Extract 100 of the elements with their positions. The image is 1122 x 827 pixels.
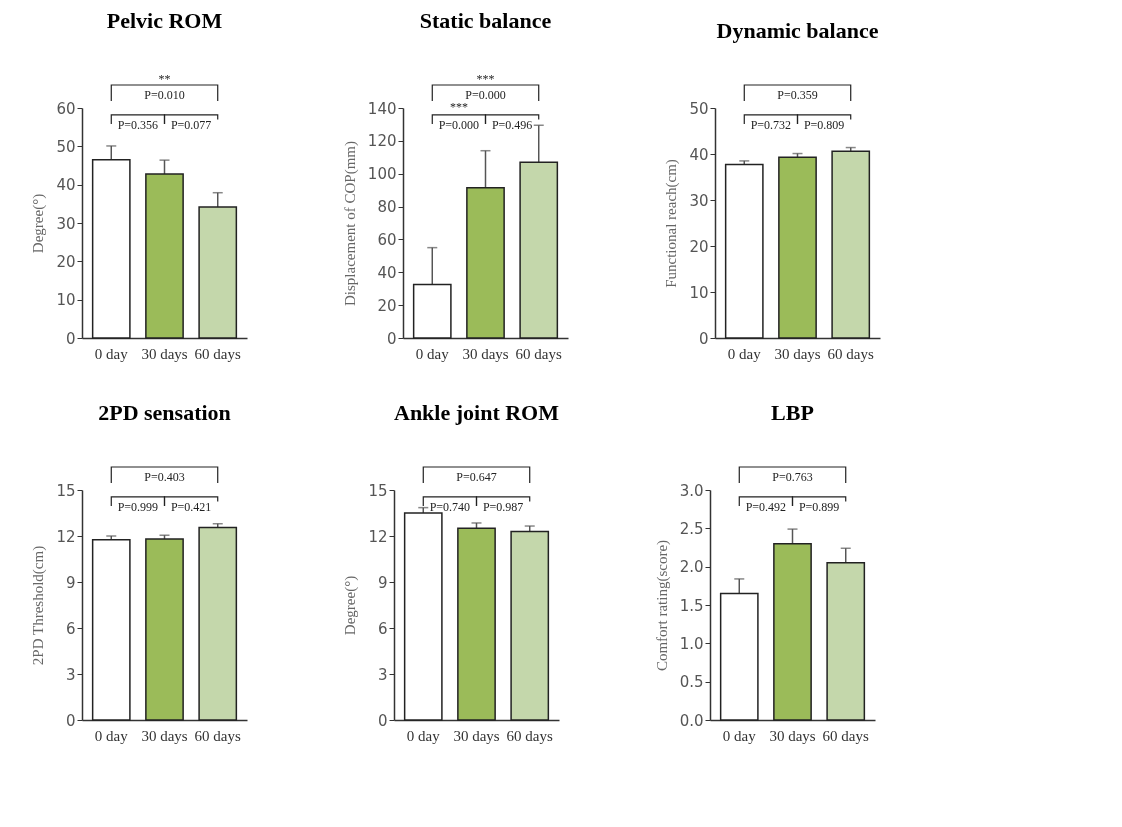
annotation: P=0.492 <box>745 500 787 515</box>
y-tick-label: 3 <box>65 665 76 684</box>
y-axis-title: 2PD Threshold(cm) <box>30 545 48 666</box>
text: P=0.010 <box>144 88 185 103</box>
x-tick-label: 60 days <box>827 345 875 362</box>
x-tick-label: 0 day <box>94 345 129 362</box>
y-tick-label: 60 <box>56 99 76 118</box>
x-tick-label: 0 day <box>94 727 129 744</box>
y-tick-label: 30 <box>689 191 709 210</box>
x-tick-label: 60 days <box>822 727 870 744</box>
y-tick-label: 3 <box>377 665 388 684</box>
y-tick-label: 40 <box>689 145 709 164</box>
text: ** <box>158 72 171 87</box>
y-tick-label: 2.5 <box>679 519 704 538</box>
x-tick-label: 30 days <box>141 727 188 744</box>
y-tick-label: 9 <box>65 573 76 592</box>
x-tick-label: 0 day <box>722 727 757 744</box>
x-tick-label: 0 day <box>415 345 450 362</box>
bar <box>412 283 452 339</box>
bar <box>826 562 866 721</box>
y-tick-label: 15 <box>368 481 388 500</box>
y-axis-title: Displacement of COP(mm) <box>341 141 359 306</box>
annotation: P=0.421 <box>170 500 212 515</box>
x-tick-label: 30 days <box>141 345 188 362</box>
annotation: P=0.999 <box>117 500 159 515</box>
text: P=0.763 <box>772 470 813 485</box>
x-tick-label: 30 days <box>462 345 509 362</box>
y-tick-label: 50 <box>56 137 76 156</box>
chart-title: Ankle joint ROM <box>394 399 560 425</box>
y-tick-label: 140 <box>367 99 397 118</box>
y-tick-label: 60 <box>377 230 397 249</box>
y-tick-label: 20 <box>56 252 76 271</box>
y-tick-label: 0 <box>386 329 397 348</box>
y-axis-title: Degree(°) <box>30 193 48 254</box>
text: P=0.647 <box>456 470 497 485</box>
chart-title: Pelvic ROM <box>106 8 223 34</box>
x-tick-label: 30 days <box>774 345 821 362</box>
y-tick-label: 40 <box>377 263 397 282</box>
y-tick-label: 1.5 <box>679 596 704 615</box>
y-tick-label: 12 <box>56 527 76 546</box>
x-tick-label: 30 days <box>453 727 500 744</box>
x-tick-label: 0 day <box>406 727 441 744</box>
y-axis-title: Functional reach(cm) <box>663 159 681 288</box>
annotation: P=0.356 <box>117 118 159 133</box>
bar <box>519 161 559 339</box>
annotation: P=0.077 <box>170 118 212 133</box>
y-tick-label: 100 <box>367 165 397 184</box>
x-tick-label: 30 days <box>769 727 816 744</box>
y-tick-label: 0 <box>698 329 709 348</box>
x-tick-label: 60 days <box>506 727 554 744</box>
y-tick-label: 20 <box>377 296 397 315</box>
text: P=0.359 <box>777 88 818 103</box>
y-tick-label: 0 <box>65 329 76 348</box>
y-tick-label: 12 <box>368 527 388 546</box>
x-tick-label: 60 days <box>194 727 242 744</box>
annotation: P=0.496 <box>491 118 533 133</box>
y-tick-label: 80 <box>377 198 397 217</box>
y-tick-label: 40 <box>56 176 76 195</box>
x-tick-label: 60 days <box>515 345 563 362</box>
chart-title: Static balance <box>419 8 552 34</box>
y-tick-label: 15 <box>56 481 76 500</box>
annotation: P=0.000 <box>438 118 480 133</box>
text: P=0.403 <box>144 470 185 485</box>
y-tick-label: 50 <box>689 99 709 118</box>
y-tick-label: 1.0 <box>679 634 704 653</box>
y-tick-label: 20 <box>689 237 709 256</box>
y-tick-label: 3.0 <box>679 481 704 500</box>
annotation: P=0.732 <box>750 118 792 133</box>
text: *** <box>476 72 495 87</box>
bar <box>719 592 759 721</box>
y-axis-title: Degree(°) <box>342 575 360 636</box>
y-tick-label: 9 <box>377 573 388 592</box>
chart-title: Dynamic balance <box>716 17 879 43</box>
y-tick-label: 120 <box>367 132 397 151</box>
chart-title: LBP <box>771 399 814 425</box>
annotation: P=0.899 <box>798 500 840 515</box>
bar <box>466 186 505 339</box>
bar <box>145 173 184 339</box>
y-tick-label: 10 <box>56 291 76 310</box>
annotation: P=0.809 <box>803 118 845 133</box>
y-tick-label: 6 <box>65 619 76 638</box>
y-tick-label: 2.0 <box>679 558 704 577</box>
y-tick-label: 0 <box>65 711 76 730</box>
annotation: P=0.987 <box>482 500 524 515</box>
y-axis-title: Comfort rating(score) <box>653 539 671 672</box>
y-tick-label: 6 <box>377 619 388 638</box>
annotation: *** <box>449 99 468 114</box>
text: P=0.000 <box>465 88 506 103</box>
y-tick-label: 0.5 <box>679 673 704 692</box>
y-tick-label: 30 <box>56 214 76 233</box>
x-tick-label: 60 days <box>194 345 242 362</box>
y-tick-label: 0.0 <box>679 711 704 730</box>
chart-title: 2PD sensation <box>98 399 231 425</box>
annotation: P=0.740 <box>429 500 471 515</box>
y-tick-label: 0 <box>377 711 388 730</box>
y-tick-label: 10 <box>689 283 709 302</box>
x-tick-label: 0 day <box>727 345 762 362</box>
bar <box>773 542 812 721</box>
bar <box>198 206 238 339</box>
bar <box>91 159 131 339</box>
